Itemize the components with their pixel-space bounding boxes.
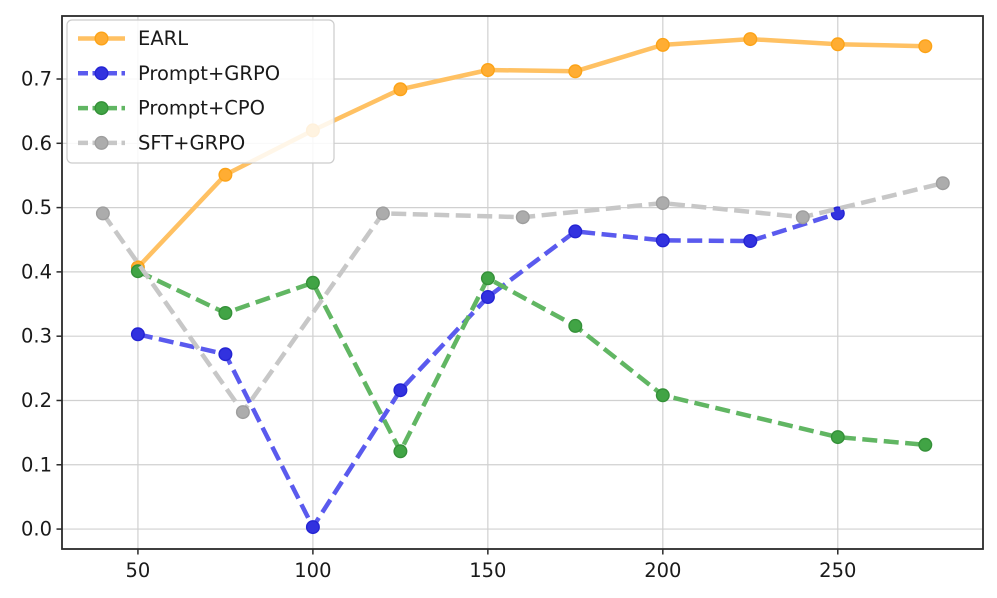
y-tick-label-0.7: 0.7 [21,68,52,91]
series-marker-EARL [830,37,845,52]
series-marker-Prompt+GRPO [305,520,320,535]
y-tick-label-0.4: 0.4 [21,260,52,283]
series-marker-EARL [480,63,495,78]
y-tick-label-0.3: 0.3 [21,325,52,348]
y-tick-label-0.1: 0.1 [21,453,52,476]
series-marker-EARL [393,82,408,97]
series-marker-Prompt+CPO [480,271,495,286]
series-marker-SFT+GRPO [235,405,250,420]
legend-handle-marker-Prompt+CPO [94,101,109,116]
series-marker-Prompt+CPO [568,318,583,333]
legend: EARL Prompt+GRPO Prompt+CPO SFT+GRPO [66,19,335,164]
legend-box [66,19,335,164]
series-marker-EARL [568,64,583,79]
x-tick-label-50: 50 [126,559,151,582]
x-tick-label-250: 250 [819,559,856,582]
legend-item-EARL: EARL [78,27,188,50]
legend-item-Prompt+CPO: Prompt+CPO [78,97,265,120]
x-tick-label-100: 100 [294,559,331,582]
legend-handle-marker-Prompt+GRPO [94,66,109,81]
legend-handle-marker-EARL [94,31,109,46]
y-tick-label-0.2: 0.2 [21,389,52,412]
series-marker-Prompt+GRPO [393,383,408,398]
series-marker-SFT+GRPO [655,196,670,211]
series-marker-Prompt+CPO [918,437,933,452]
x-tick-label-200: 200 [644,559,681,582]
series-marker-Prompt+GRPO [480,290,495,305]
series-marker-Prompt+CPO [655,388,670,403]
series-marker-SFT+GRPO [935,176,950,191]
legend-label-Prompt+GRPO: Prompt+GRPO [138,62,280,85]
series-marker-Prompt+CPO [393,444,408,459]
series-marker-Prompt+CPO [830,430,845,445]
series-marker-Prompt+CPO [218,306,233,321]
legend-item-Prompt+GRPO: Prompt+GRPO [78,62,280,85]
series-marker-SFT+GRPO [95,206,110,221]
legend-label-EARL: EARL [138,27,188,50]
series-marker-Prompt+CPO [305,275,320,290]
series-marker-EARL [655,37,670,52]
series-marker-EARL [918,39,933,54]
series-marker-Prompt+GRPO [130,327,145,342]
y-tick-label-0.5: 0.5 [21,196,52,219]
legend-label-SFT+GRPO: SFT+GRPO [138,131,245,154]
y-tick-label-0.0: 0.0 [21,518,52,541]
series-marker-Prompt+GRPO [743,233,758,248]
plot-border [61,15,984,550]
series-marker-Prompt+GRPO [655,233,670,248]
legend-item-SFT+GRPO: SFT+GRPO [78,131,245,154]
x-tick-label-150: 150 [469,559,506,582]
y-tick-label-0.6: 0.6 [21,132,52,155]
series-marker-SFT+GRPO [375,206,390,221]
series-marker-Prompt+GRPO [218,347,233,362]
series-marker-EARL [218,167,233,182]
series-marker-Prompt+GRPO [568,224,583,239]
legend-label-Prompt+CPO: Prompt+CPO [138,97,265,120]
series-marker-SFT+GRPO [795,210,810,225]
legend-handle-marker-SFT+GRPO [94,135,109,150]
series-marker-SFT+GRPO [515,210,530,225]
series-marker-EARL [743,32,758,47]
